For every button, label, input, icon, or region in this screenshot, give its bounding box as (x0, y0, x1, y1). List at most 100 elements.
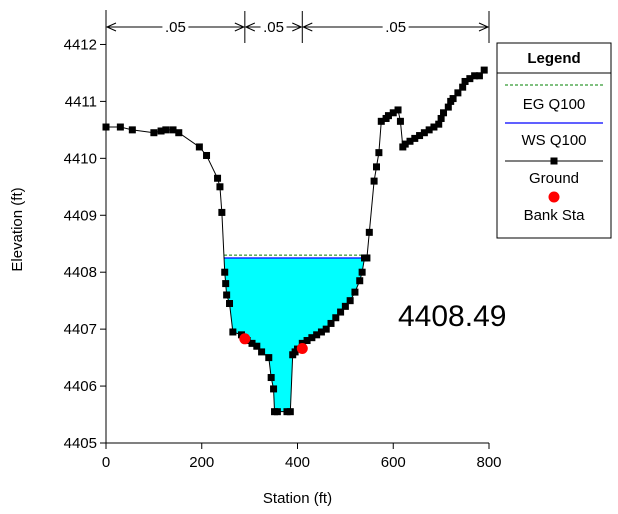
legend-items: EG Q100 WS Q100 Ground Bank Sta (497, 72, 611, 224)
arrow-head (105, 22, 117, 32)
ground-point (317, 328, 325, 336)
ground-point (253, 342, 261, 350)
ground-point (313, 331, 321, 339)
n-value-label: .05 (165, 19, 186, 36)
legend-box (496, 42, 612, 239)
ground-point (327, 319, 335, 327)
x-axis-title: Station (ft) (263, 490, 332, 507)
legend-ws-label: WS Q100 (521, 132, 586, 149)
ground-point (406, 137, 414, 145)
ground-point (273, 408, 281, 416)
ground-point (157, 127, 165, 135)
bank-stations (239, 333, 308, 354)
ground-point (162, 126, 170, 134)
legend-eg-label: EG Q100 (523, 96, 586, 113)
ground-point (471, 72, 479, 80)
ground-point (363, 254, 371, 262)
y-tick-label: 4411 (65, 93, 97, 110)
y-tick-label: 4410 (64, 150, 97, 167)
ground-point (425, 126, 433, 134)
ground-point (169, 126, 177, 134)
ground-point (214, 174, 222, 182)
ground-line (106, 69, 485, 413)
bank-station-point (296, 342, 308, 354)
bank-station-point (239, 333, 251, 345)
ground-point (150, 129, 158, 137)
y-tick-label: 4412 (64, 36, 97, 53)
ground-point (389, 109, 397, 117)
ground-point (435, 120, 443, 128)
x-tick-label: 200 (189, 454, 214, 471)
ground-point (322, 325, 330, 333)
ground-point (222, 280, 230, 288)
ground-point (267, 374, 275, 382)
ground-point (346, 297, 354, 305)
axes: 4405 4406 4407 4408 4409 4410 4411 4412 0 200 400 6… (64, 10, 502, 471)
y-tick-label: 4408 (64, 264, 97, 281)
arrow-head (234, 22, 246, 32)
ground-point (411, 134, 419, 142)
water-surface-annotation: 4408.49 (398, 300, 506, 333)
ground-point (226, 300, 234, 308)
ground-point (394, 106, 402, 114)
n-value-label: .05 (263, 19, 284, 36)
ground-point (265, 354, 273, 362)
ground-point (218, 208, 226, 216)
ground-point (216, 183, 224, 191)
ground-point (270, 385, 278, 393)
water-area (224, 254, 365, 412)
ground-point (430, 123, 438, 131)
ground-profile (102, 66, 488, 416)
ground-point (461, 77, 469, 85)
ground-point (116, 123, 124, 131)
arrow-head (244, 22, 256, 32)
ground-point (303, 337, 311, 345)
x-tick-label: 0 (102, 454, 110, 471)
ground-point (229, 328, 237, 336)
ground-point (258, 348, 266, 356)
y-tick-label: 4409 (64, 207, 97, 224)
ground-point (308, 334, 316, 342)
ground-point (384, 112, 392, 120)
ground-point (454, 89, 462, 97)
ground-point (401, 140, 409, 148)
ground-point (356, 277, 364, 285)
ground-point (444, 103, 452, 111)
y-axis-title: Elevation (ft) (9, 187, 26, 271)
ground-point (449, 95, 457, 103)
x-tick-label: 800 (476, 454, 501, 471)
ground-point (416, 132, 424, 140)
arrow-head (302, 22, 313, 32)
ground-point (195, 143, 203, 151)
y-tick-label: 4406 (64, 378, 97, 395)
ground-point (440, 109, 448, 117)
ground-point (459, 83, 467, 91)
ground-point (175, 129, 183, 137)
ground-point (286, 408, 294, 416)
legend-bank-label: Bank Sta (524, 207, 586, 224)
ground-point (437, 114, 445, 122)
ground-point (377, 117, 385, 125)
ground-point (221, 268, 229, 276)
ground-point (351, 288, 359, 296)
legend-ground-label: Ground (529, 170, 579, 187)
y-tick-label: 4405 (64, 435, 97, 452)
ground-point (358, 268, 366, 276)
n-value-label: .05 (385, 19, 406, 36)
ground-point (370, 177, 378, 185)
ground-point (223, 291, 231, 299)
x-tick-label: 600 (381, 454, 406, 471)
mannings-n-annotations: .05 .05 .05 (105, 11, 490, 43)
legend-ground-marker (550, 157, 558, 165)
ground-point (248, 339, 256, 347)
ground-point (375, 149, 383, 157)
x-tick-label: 400 (285, 454, 310, 471)
arrow-head (292, 22, 303, 32)
ground-point (332, 314, 340, 322)
water-fill (224, 257, 365, 412)
legend-bank-marker (548, 191, 560, 203)
y-tick-label: 4407 (64, 321, 97, 338)
ground-point (203, 151, 211, 159)
ground-point (341, 302, 349, 310)
